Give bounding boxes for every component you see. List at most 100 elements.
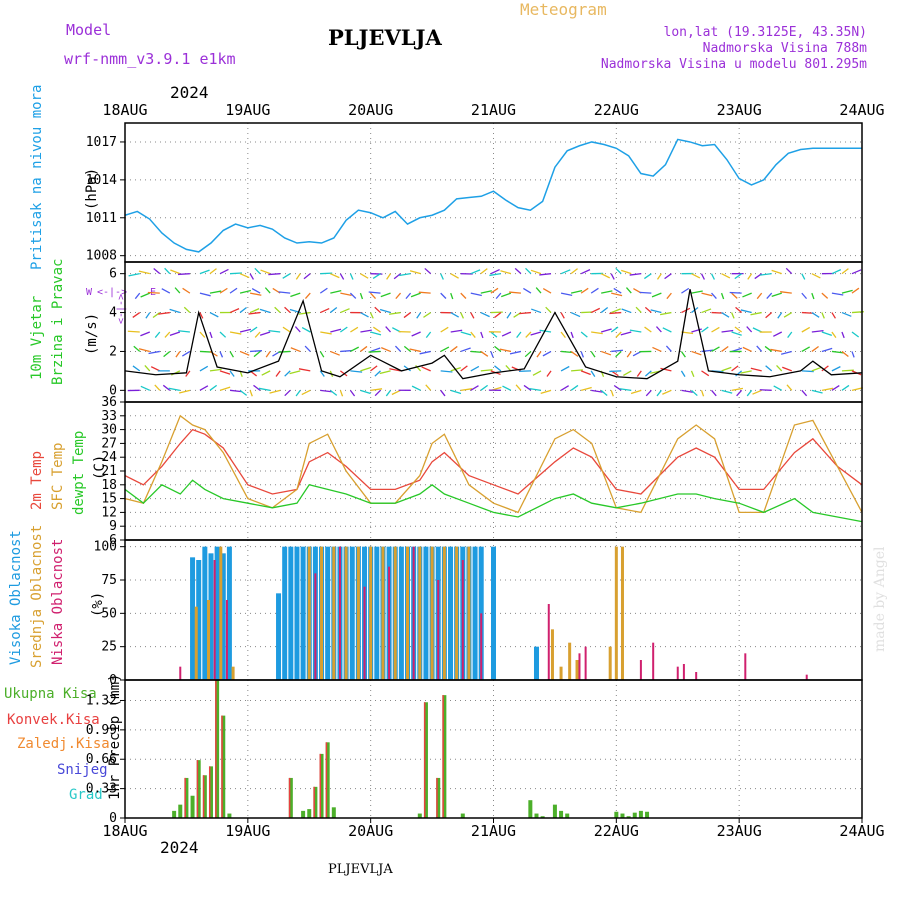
wind-arrow	[644, 326, 652, 333]
wind-arrow	[339, 326, 348, 333]
wind-arrow	[199, 269, 210, 275]
high-cloud-bar	[448, 546, 454, 680]
wind-arrow	[411, 331, 421, 337]
x-tick-label-top: 21AUG	[471, 101, 516, 119]
x-tick-label-bottom: 18AUG	[102, 822, 147, 840]
wind-arrow	[506, 312, 512, 319]
wind-arrow	[580, 331, 588, 338]
wind-arrow	[239, 273, 250, 279]
mid-cloud-bar	[620, 546, 624, 680]
wind-arrow	[320, 331, 332, 335]
wind-arrow	[480, 268, 488, 275]
precip-bar	[313, 786, 318, 818]
wind-arrow	[765, 365, 773, 372]
wind-arrow	[766, 292, 773, 300]
wind-arrow	[470, 312, 475, 319]
precip-bar	[626, 816, 631, 818]
wind-arrow	[495, 292, 502, 300]
wind-arrow	[831, 331, 837, 339]
mid-cloud-bar	[231, 666, 235, 680]
wind-arrow	[199, 292, 211, 297]
wind-arrow	[609, 370, 622, 373]
precip-conv-bar	[325, 742, 328, 818]
wind-arrow	[154, 331, 161, 338]
wind-arrow	[525, 267, 532, 275]
high-cloud-bar	[208, 553, 214, 680]
wind-arrow	[546, 370, 552, 377]
wind-arrow	[268, 329, 281, 333]
wind-arrow	[701, 326, 709, 333]
wind-arrow	[470, 385, 479, 391]
wind-arrow	[821, 331, 833, 336]
low-cloud-bar	[338, 546, 341, 680]
wind-arrow	[370, 388, 383, 391]
wind-arrow	[821, 292, 829, 299]
low-cloud-bar	[437, 580, 440, 680]
wind-arrow	[349, 389, 356, 397]
wind-arrow	[350, 326, 359, 333]
wind-arrow	[274, 306, 281, 314]
wind-arrow	[742, 292, 752, 298]
wind-arrow	[740, 309, 752, 314]
wind-arrow	[759, 273, 772, 276]
wind-arrow	[590, 370, 596, 377]
wind-arrow	[209, 311, 219, 318]
wind-arrow	[249, 273, 255, 280]
wind-arrow	[329, 389, 338, 396]
wind-arrow	[470, 331, 476, 338]
wind-arrow	[229, 331, 242, 335]
wind-arrow	[494, 345, 502, 352]
wind-arrow	[509, 350, 522, 355]
precip-bar	[632, 812, 637, 818]
wind-arrow	[831, 312, 836, 319]
wind-arrow	[801, 292, 808, 300]
wind-arrow	[571, 369, 583, 372]
wind-arrow	[636, 370, 642, 377]
wind-arrow	[152, 312, 161, 319]
y-tick-label: 0	[109, 673, 117, 688]
high-cloud-bar	[472, 546, 478, 680]
wind-arrow	[219, 287, 228, 294]
precip-bar	[331, 807, 336, 818]
pressure-line	[124, 138, 862, 253]
wind-arrow	[629, 329, 642, 333]
wind-arrow	[219, 268, 229, 275]
wind-arrow	[600, 389, 608, 397]
wind-arrow	[368, 291, 381, 294]
wind-arrow	[700, 273, 705, 280]
mid-cloud-bar	[369, 546, 373, 680]
wind-arrow	[531, 308, 542, 314]
wind-arrow	[403, 312, 411, 319]
wind-arrow	[411, 385, 421, 391]
wind-arrow	[140, 331, 151, 337]
wind-arrow	[319, 351, 325, 358]
altitude-text: Nadmorska Visina 788m	[702, 41, 867, 56]
wind-arrow	[470, 292, 482, 297]
wind-arrow	[134, 292, 141, 300]
wind-arrow	[374, 370, 381, 377]
mid-cloud-bar	[550, 629, 554, 680]
wind-arrow	[494, 365, 502, 372]
wind-arrow	[278, 291, 291, 294]
precip-conv-bar	[423, 702, 426, 818]
mid-cloud-bar	[614, 546, 618, 680]
wind-arrow	[374, 306, 381, 314]
wind-arrow	[421, 366, 431, 372]
x-tick-label-top: 18AUG	[102, 101, 147, 119]
wind-arrow	[295, 389, 301, 397]
high-cloud-bar	[288, 546, 294, 680]
wind-arrow	[740, 370, 752, 374]
mid-cloud-bar	[418, 546, 422, 680]
wind-arrow	[450, 292, 454, 300]
wind-arrow	[801, 346, 811, 353]
wind-arrow	[773, 385, 783, 391]
wind-arrow	[239, 350, 250, 356]
precip-bar	[559, 810, 564, 818]
x-tick-label-top: 24AUG	[839, 101, 884, 119]
wind-arrow	[209, 331, 213, 339]
wind-arrow	[330, 350, 340, 356]
wind-arrow	[264, 287, 271, 294]
wind-arrow	[529, 388, 542, 391]
mid-cloud-bar	[559, 666, 563, 680]
wind-arrow	[181, 350, 191, 357]
